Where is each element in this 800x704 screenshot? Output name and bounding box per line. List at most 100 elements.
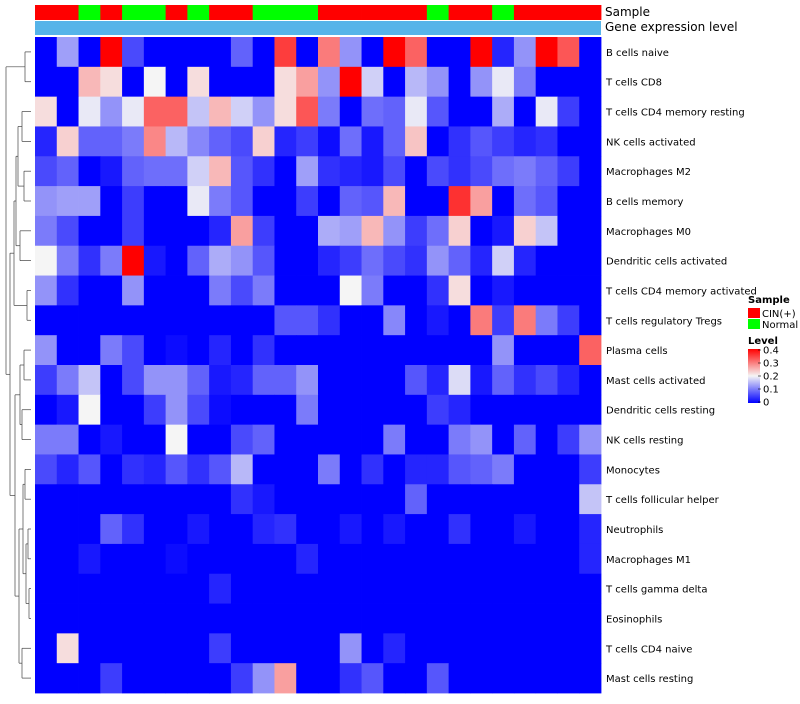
heatmap-cell [361,275,384,306]
heatmap-cell [470,603,493,634]
heatmap-cell [187,633,210,664]
heatmap-cell [557,454,580,485]
heatmap-cell [35,454,58,485]
heatmap-cell [579,96,602,127]
heatmap-cell [143,66,167,98]
heatmap-cell [535,275,558,306]
heatmap-cell [557,603,580,634]
heatmap-cell [56,96,79,127]
heatmap-cell [535,305,558,336]
heatmap-cell [143,215,167,247]
heatmap-cell [513,365,537,396]
heatmap-cell [56,484,79,515]
heatmap-cell [535,454,558,485]
heatmap-cell [165,603,188,634]
heatmap-cell [56,394,79,426]
heatmap-cell [56,663,79,694]
heatmap-cell [209,365,232,396]
heatmap-cell [513,305,537,336]
heatmap-cell [35,66,58,98]
heatmap-cell [361,603,384,634]
heatmap-cell [535,514,558,545]
heatmap-cell [513,394,537,426]
row-label: Mast cells resting [606,674,693,685]
heatmap-cell [339,335,362,366]
heatmap-cell [100,514,123,545]
row-label: Macrophages M2 [606,167,691,178]
heatmap-cell [209,514,232,545]
sample-cell-s9 [209,5,232,20]
heatmap-cell [470,663,493,694]
sample-cell-s12 [274,5,297,20]
heatmap-cell [470,454,493,485]
heatmap-cell [579,394,602,426]
heatmap-cell [492,484,515,515]
heatmap-cell [318,663,341,694]
heatmap-cell [383,156,406,187]
heatmap-cell [165,424,188,455]
heatmap-cell [361,37,384,68]
heatmap-cell [252,663,275,694]
sample-annotation-bar [35,5,602,20]
heatmap-cell [274,365,297,396]
heatmap-cell [426,126,450,157]
heatmap-cell [296,394,319,426]
heatmap-cell [209,275,232,306]
heatmap-cell [252,484,275,515]
sample-cell-s8 [187,5,210,20]
heatmap-cell [165,305,188,336]
legend-level-title: Level [748,336,778,347]
heatmap-cell [78,126,101,157]
heatmap-cell [383,126,406,157]
heatmap-cell [448,454,471,485]
heatmap-cell [252,186,275,217]
heatmap-cell [448,126,471,157]
heatmap-cell [426,514,450,545]
heatmap-cell [513,215,537,247]
heatmap-cell [361,96,384,127]
heatmap-cell [187,484,210,515]
heatmap-cell [122,186,145,217]
heatmap-cell [252,275,275,306]
heatmap-cell [230,543,254,575]
heatmap-cell [513,335,537,366]
heatmap-cell [492,275,515,306]
sample-cell-s11 [252,5,275,20]
heatmap-cell [557,663,580,694]
heatmap-cell [448,484,471,515]
heatmap-cell [513,156,537,187]
heatmap-cell [361,186,384,217]
heatmap-cell [274,37,297,68]
row-label: T cells CD4 naive [605,644,692,655]
heatmap-cell [252,514,275,545]
heatmap-cell [252,454,275,485]
heatmap-cell [122,126,145,157]
heatmap-cell [339,454,362,485]
heatmap-cell [361,305,384,336]
heatmap-cell [143,365,167,396]
heatmap-cell [339,186,362,217]
heatmap-cell [448,275,471,306]
heatmap-cell [78,454,101,485]
heatmap-cell [100,245,123,276]
heatmap-cell [557,37,580,68]
heatmap-cell [296,543,319,575]
heatmap-cell [78,215,101,247]
heatmap-cell [165,365,188,396]
heatmap-cell [296,126,319,157]
heatmap-cell [318,186,341,217]
heatmap-cell [448,543,471,575]
heatmap-cell [361,66,384,98]
heatmap-cell [383,275,406,306]
heatmap-cell [426,156,450,187]
heatmap-cell [470,633,493,664]
heatmap-cell [426,335,450,366]
heatmap-cell [122,305,145,336]
heatmap-cell [426,186,450,217]
heatmap-cell [230,633,254,664]
heatmap-cell [470,424,493,455]
heatmap-cell [209,126,232,157]
row-label: NK cells activated [606,137,696,148]
heatmap-cell [426,573,450,604]
legend-normal-swatch [748,319,760,329]
